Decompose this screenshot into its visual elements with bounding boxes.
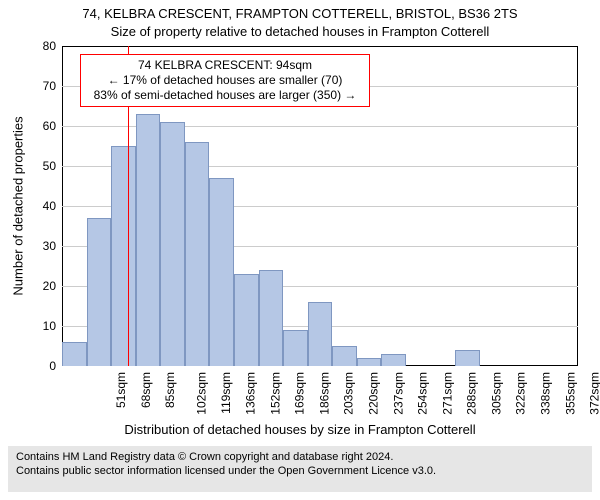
histogram-bar — [136, 114, 161, 366]
y-tick-label: 70 — [32, 79, 56, 93]
histogram-bar — [455, 350, 480, 366]
x-tick-label: 68sqm — [139, 372, 153, 408]
histogram-bar — [87, 218, 112, 366]
histogram-bar — [332, 346, 357, 366]
histogram-bar — [259, 270, 284, 366]
y-tick-label: 40 — [32, 199, 56, 213]
x-tick-label: 51sqm — [114, 372, 128, 408]
y-tick-label: 0 — [32, 359, 56, 373]
x-tick-label: 237sqm — [391, 372, 405, 415]
y-tick-label: 60 — [32, 119, 56, 133]
histogram-bar — [111, 146, 136, 366]
footer-line2: Contains public sector information licen… — [16, 464, 584, 478]
y-tick-label: 80 — [32, 39, 56, 53]
x-tick-label: 102sqm — [195, 372, 209, 415]
footer-line1: Contains HM Land Registry data © Crown c… — [16, 450, 584, 464]
y-tick-label: 20 — [32, 279, 56, 293]
x-tick-label: 338sqm — [539, 372, 553, 415]
x-tick-label: 322sqm — [514, 372, 528, 415]
x-tick-label: 271sqm — [440, 372, 454, 415]
y-axis-label: Number of detached properties — [11, 116, 26, 295]
x-tick-label: 355sqm — [563, 372, 577, 415]
chart-title-line1: 74, KELBRA CRESCENT, FRAMPTON COTTERELL,… — [0, 6, 600, 21]
histogram-bar — [160, 122, 185, 366]
x-tick-label: 203sqm — [342, 372, 356, 415]
x-tick-label: 305sqm — [490, 372, 504, 415]
x-tick-label: 288sqm — [465, 372, 479, 415]
histogram-bar — [209, 178, 234, 366]
y-tick-label: 10 — [32, 319, 56, 333]
annotation-box: 74 KELBRA CRESCENT: 94sqm← 17% of detach… — [80, 54, 370, 107]
histogram-bar — [357, 358, 382, 366]
x-tick-label: 186sqm — [318, 372, 332, 415]
histogram-bar — [381, 354, 406, 366]
x-tick-label: 254sqm — [416, 372, 430, 415]
annotation-line: 74 KELBRA CRESCENT: 94sqm — [89, 58, 361, 73]
y-tick-label: 30 — [32, 239, 56, 253]
x-axis-label: Distribution of detached houses by size … — [0, 422, 600, 437]
x-tick-label: 136sqm — [244, 372, 258, 415]
y-tick-label: 50 — [32, 159, 56, 173]
histogram-bar — [234, 274, 259, 366]
histogram-bar — [283, 330, 308, 366]
chart-title-line2: Size of property relative to detached ho… — [0, 24, 600, 39]
histogram-bar — [308, 302, 333, 366]
histogram-bar — [62, 342, 87, 366]
chart-container: 74, KELBRA CRESCENT, FRAMPTON COTTERELL,… — [0, 0, 600, 500]
attribution-footer: Contains HM Land Registry data © Crown c… — [8, 446, 592, 492]
x-tick-label: 119sqm — [218, 372, 232, 414]
x-tick-label: 85sqm — [163, 372, 177, 408]
annotation-line: ← 17% of detached houses are smaller (70… — [89, 73, 361, 88]
x-tick-label: 220sqm — [367, 372, 381, 415]
annotation-line: 83% of semi-detached houses are larger (… — [89, 88, 361, 103]
x-tick-label: 152sqm — [268, 372, 282, 415]
histogram-bar — [185, 142, 210, 366]
x-tick-label: 372sqm — [588, 372, 600, 415]
x-tick-label: 169sqm — [293, 372, 307, 415]
